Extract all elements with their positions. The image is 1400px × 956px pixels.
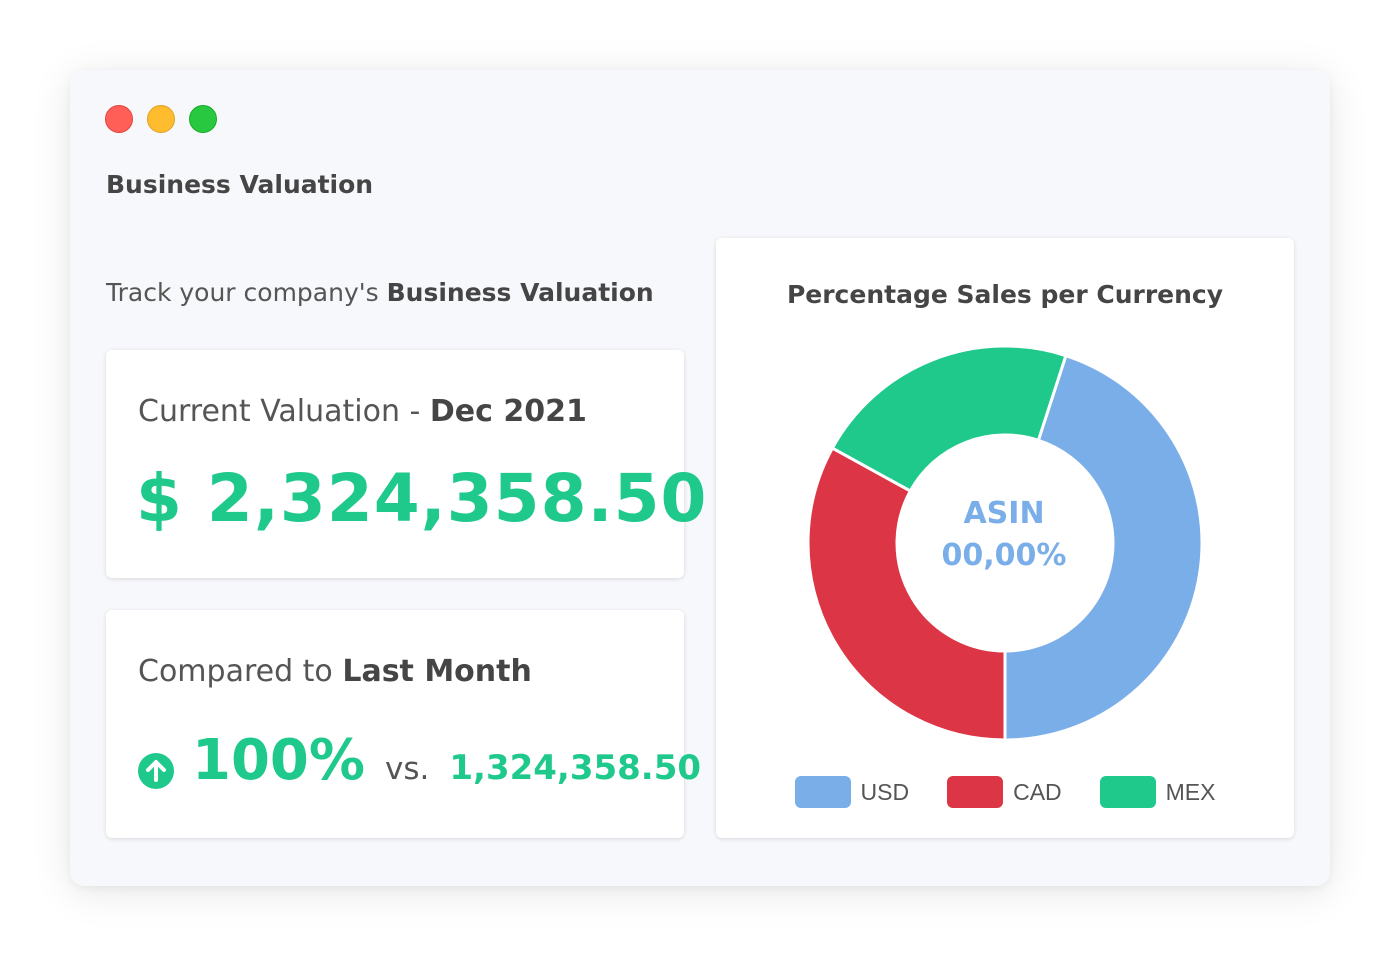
- subtitle-prefix: Track your company's: [106, 278, 387, 307]
- legend-label-usd: USD: [860, 778, 910, 805]
- current-valuation-card: Current Valuation - Dec 2021 $ 2,324,358…: [106, 350, 706, 578]
- arrow-up-circle-icon: [138, 753, 174, 789]
- page-subtitle: Track your company's Business Valuation: [106, 278, 654, 307]
- legend-swatch-cad: [947, 776, 1004, 808]
- donut-slice-usd[interactable]: [1003, 354, 1204, 742]
- chart-title: Percentage Sales per Currency: [786, 280, 1224, 309]
- legend-label-cad: CAD: [1013, 778, 1062, 805]
- page-title: Business Valuation: [106, 170, 374, 199]
- sales-per-currency-card: Percentage Sales per Currency ASIN 00,00…: [716, 238, 1294, 838]
- valuation-label-prefix: Current Valuation -: [138, 394, 430, 429]
- compare-label: Compared to Last Month: [138, 654, 532, 689]
- previous-value: 1,324,358.50: [449, 748, 702, 788]
- donut-chart: [806, 344, 1204, 742]
- legend-item-mex[interactable]: MEX: [1099, 776, 1216, 808]
- minimize-window-button[interactable]: [147, 105, 175, 133]
- legend-label-mex: MEX: [1165, 778, 1216, 805]
- legend-item-cad[interactable]: CAD: [947, 776, 1062, 808]
- current-valuation-value: $ 2,324,358.50: [136, 460, 708, 537]
- legend-item-usd[interactable]: USD: [794, 776, 910, 808]
- compare-label-bold: Last Month: [342, 654, 532, 689]
- donut-slice-cad[interactable]: [806, 446, 1007, 742]
- change-percent: 100%: [192, 728, 366, 793]
- donut-center-value: 00,00%: [941, 538, 1067, 573]
- close-window-button[interactable]: [105, 105, 133, 133]
- compare-row: 100% vs. 1,324,358.50: [138, 728, 701, 793]
- current-valuation-label: Current Valuation - Dec 2021: [138, 394, 587, 429]
- vs-text: vs.: [385, 751, 430, 787]
- maximize-window-button[interactable]: [189, 105, 217, 133]
- app-window: Business Valuation Track your company's …: [70, 70, 1330, 886]
- chart-legend: USD CAD MEX: [716, 776, 1294, 808]
- window-controls: [105, 105, 217, 133]
- compare-card: Compared to Last Month 100% vs. 1,324,35…: [106, 610, 701, 838]
- subtitle-bold: Business Valuation: [386, 278, 654, 307]
- legend-swatch-usd: [794, 776, 851, 808]
- compare-label-prefix: Compared to: [138, 654, 343, 689]
- donut-slice-mex[interactable]: [830, 344, 1068, 493]
- valuation-label-date: Dec 2021: [429, 394, 587, 429]
- donut-center-label: ASIN: [963, 496, 1045, 531]
- legend-swatch-mex: [1099, 776, 1156, 808]
